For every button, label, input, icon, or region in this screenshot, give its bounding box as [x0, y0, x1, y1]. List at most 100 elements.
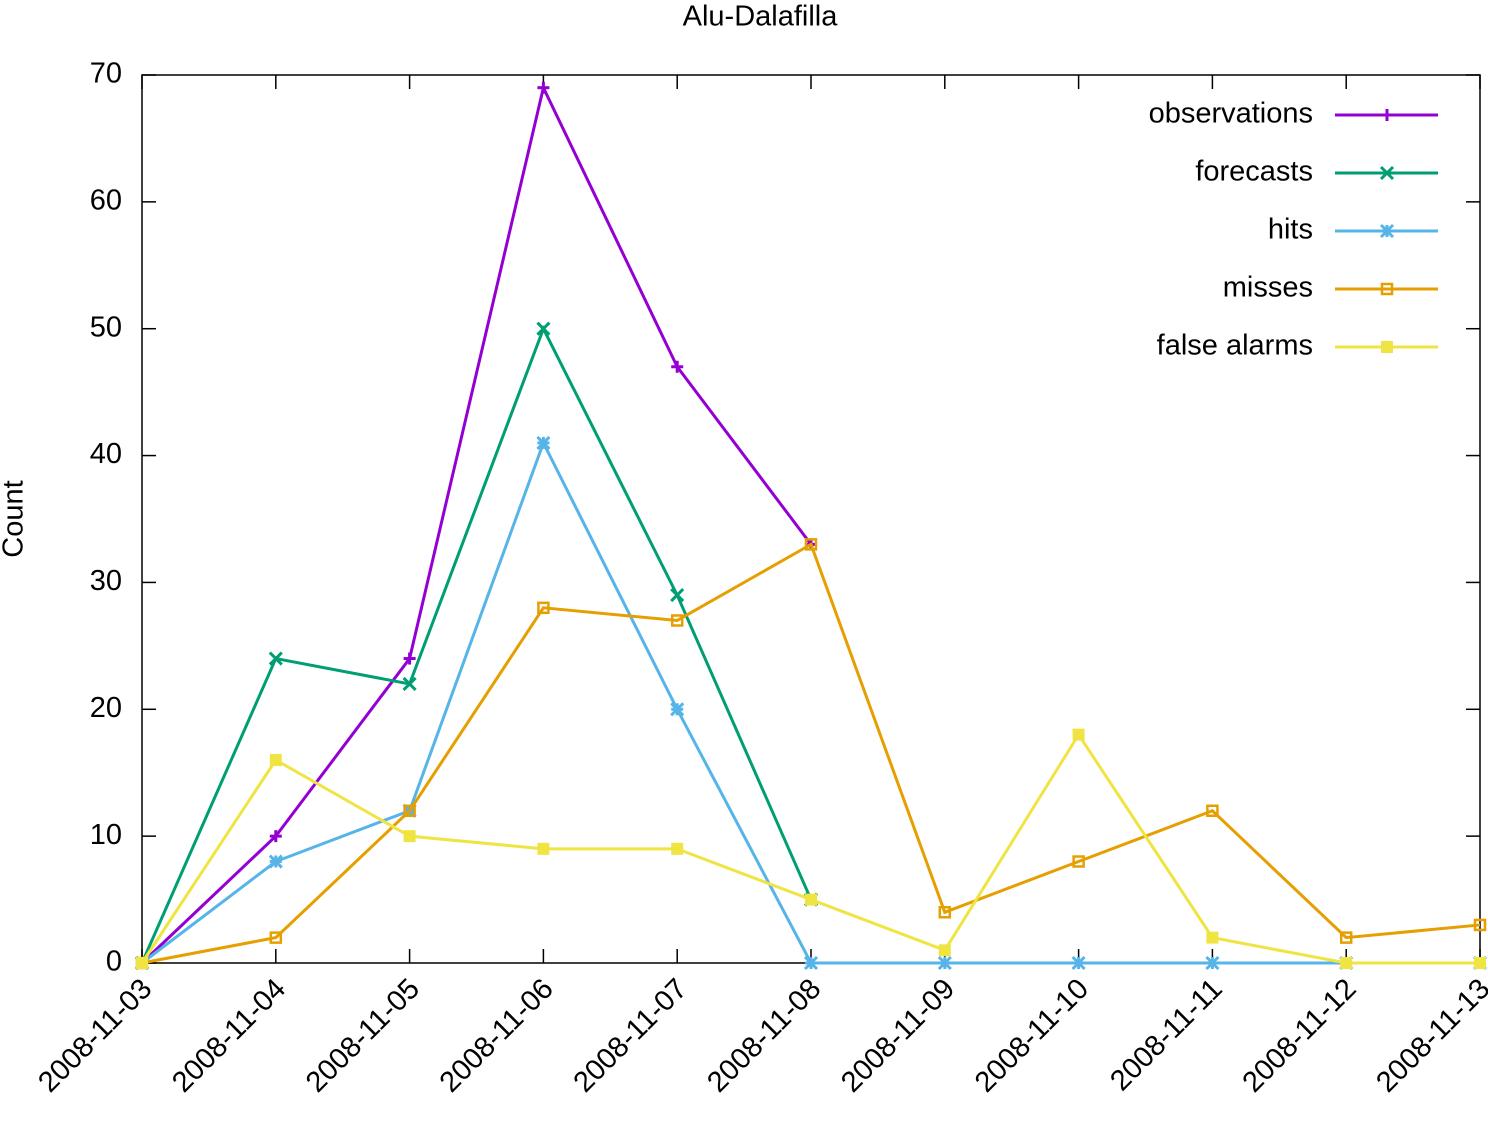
- data-point: [537, 842, 550, 855]
- y-tick-label: 70: [90, 58, 122, 90]
- data-point: [1339, 931, 1353, 944]
- data-point: [938, 906, 952, 919]
- y-tick-label: 50: [90, 311, 122, 343]
- data-point: [402, 676, 417, 691]
- marker-square: [804, 538, 818, 551]
- marker-square: [1474, 957, 1486, 969]
- x-tick-label: 2008-11-03: [32, 973, 158, 1099]
- legend-label: false alarms: [1157, 330, 1313, 362]
- data-point: [937, 955, 952, 971]
- legend-label: forecasts: [1195, 156, 1313, 188]
- chart-title: Alu-Dalafilla: [683, 1, 839, 33]
- data-point: [536, 435, 551, 450]
- legend-marker: [1381, 341, 1393, 353]
- marker-square: [805, 893, 817, 906]
- plot-frame: [141, 74, 1481, 964]
- data-point: [1205, 955, 1220, 971]
- data-point: [1474, 957, 1486, 969]
- data-point: [1206, 931, 1219, 944]
- marker-square: [1072, 728, 1085, 741]
- data-point: [1071, 955, 1086, 971]
- data-point: [268, 854, 283, 869]
- x-tick-label: 2008-11-08: [701, 973, 827, 1099]
- data-point: [537, 601, 550, 615]
- x-tick-label: 2008-11-10: [969, 973, 1095, 1099]
- data-point: [268, 651, 283, 666]
- marker-stroke: [1205, 955, 1220, 971]
- marker-stroke: [670, 702, 685, 717]
- x-tick-label: 2008-11-07: [568, 973, 694, 1099]
- marker-square: [269, 931, 283, 944]
- data-point: [1473, 918, 1487, 932]
- data-point: [269, 754, 282, 767]
- marker-square: [670, 614, 684, 627]
- data-point: [670, 702, 685, 717]
- marker-square: [938, 906, 952, 919]
- marker-stroke: [1379, 165, 1395, 181]
- marker-stroke: [536, 321, 551, 336]
- data-point: [537, 81, 550, 94]
- data-point: [403, 830, 416, 843]
- x-tick-label: 2008-11-09: [835, 973, 961, 1099]
- data-point: [670, 614, 684, 627]
- legend-label: hits: [1268, 214, 1313, 246]
- marker-square: [403, 804, 416, 818]
- data-point: [671, 360, 684, 373]
- marker-stroke: [937, 955, 952, 971]
- series-line: [140, 83, 813, 965]
- marker-square: [1380, 282, 1394, 296]
- data-point: [938, 944, 951, 957]
- data-point: [803, 955, 819, 971]
- y-tick-label: 30: [90, 565, 122, 597]
- marker-square: [1072, 855, 1085, 868]
- y-tick-label: 20: [90, 692, 122, 724]
- marker-stroke: [268, 854, 283, 869]
- legend-marker: [1380, 282, 1394, 296]
- marker-square: [1381, 341, 1393, 353]
- marker-square: [537, 601, 550, 615]
- data-point: [1072, 728, 1085, 741]
- x-tick-label: 2008-11-04: [166, 973, 292, 1099]
- marker-stroke: [536, 435, 551, 450]
- marker-stroke: [1379, 223, 1395, 239]
- data-point: [403, 804, 416, 818]
- x-tick-label: 2008-11-13: [1370, 973, 1488, 1099]
- legend-marker: [1381, 109, 1393, 121]
- x-tick-label: 2008-11-06: [434, 973, 560, 1099]
- y-tick-label: 0: [106, 946, 122, 978]
- marker-square: [1340, 957, 1353, 969]
- marker-square: [136, 957, 148, 969]
- marker-square: [938, 944, 951, 957]
- legend-marker: [1379, 165, 1395, 181]
- data-point: [1206, 804, 1219, 818]
- data-point: [136, 957, 148, 969]
- marker-square: [671, 842, 684, 855]
- data-point: [1072, 855, 1085, 868]
- marker-stroke: [1071, 955, 1086, 971]
- marker-square: [1473, 918, 1487, 932]
- data-point: [804, 538, 818, 551]
- series-line: [140, 731, 1480, 965]
- marker-square: [1206, 931, 1219, 944]
- y-tick-label: 40: [90, 438, 122, 470]
- data-point: [403, 652, 416, 665]
- data-point: [805, 893, 817, 906]
- y-tick-label: 60: [90, 185, 122, 217]
- series-line: [141, 542, 1481, 965]
- marker-stroke: [268, 651, 283, 666]
- data-point: [536, 321, 551, 336]
- series-line: [140, 324, 813, 964]
- marker-stroke: [670, 588, 685, 603]
- y-tick-label: 10: [90, 819, 122, 851]
- series-line: [141, 439, 1480, 965]
- data-point: [671, 842, 684, 855]
- legend-label: observations: [1149, 98, 1313, 130]
- data-point: [269, 830, 282, 843]
- data-point: [670, 588, 685, 603]
- marker-square: [403, 830, 416, 843]
- marker-square: [1206, 804, 1219, 818]
- x-tick-label: 2008-11-11: [1104, 973, 1228, 1097]
- legend-label: misses: [1223, 272, 1313, 304]
- data-point: [269, 931, 283, 944]
